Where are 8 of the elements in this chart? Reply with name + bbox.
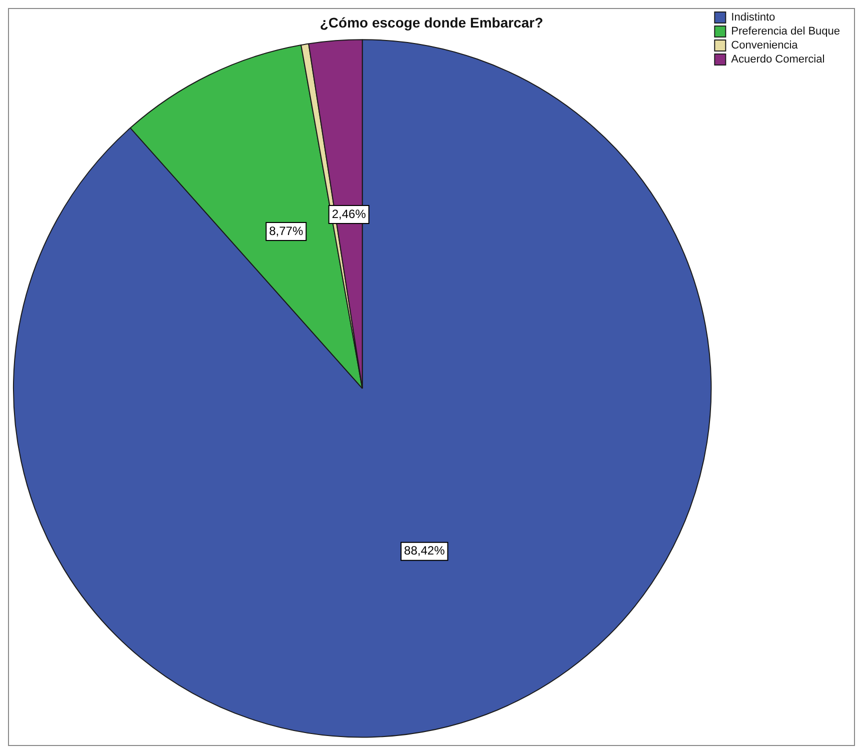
legend-label: Indistinto — [731, 12, 776, 24]
legend-label: Conveniencia — [731, 40, 799, 52]
legend-label: Acuerdo Comercial — [731, 54, 825, 66]
data-label: 8,77% — [269, 224, 304, 238]
data-label: 88,42% — [404, 544, 446, 558]
data-label: 2,46% — [332, 206, 366, 221]
legend-label: Preferencia del Buque — [731, 26, 840, 38]
chart-title: ¿Cómo escoge donde Embarcar? — [320, 14, 544, 30]
